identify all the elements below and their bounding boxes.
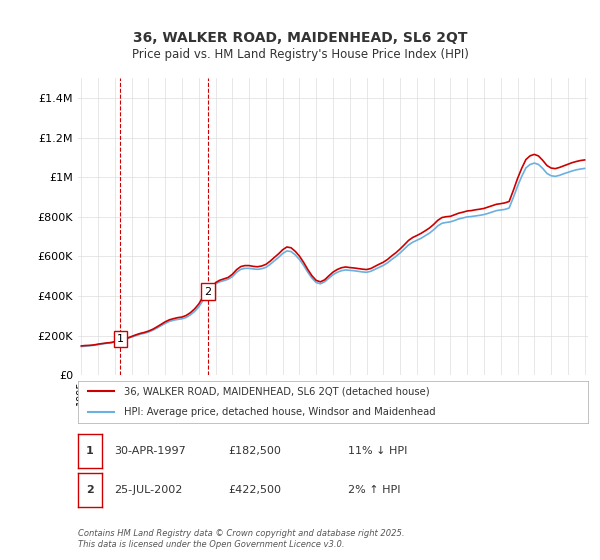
Text: Contains HM Land Registry data © Crown copyright and database right 2025.
This d: Contains HM Land Registry data © Crown c… [78, 529, 404, 549]
Text: Price paid vs. HM Land Registry's House Price Index (HPI): Price paid vs. HM Land Registry's House … [131, 48, 469, 60]
Text: 30-APR-1997: 30-APR-1997 [114, 446, 186, 456]
Text: 11% ↓ HPI: 11% ↓ HPI [348, 446, 407, 456]
Text: £422,500: £422,500 [228, 485, 281, 495]
Text: 36, WALKER ROAD, MAIDENHEAD, SL6 2QT: 36, WALKER ROAD, MAIDENHEAD, SL6 2QT [133, 31, 467, 45]
Text: 25-JUL-2002: 25-JUL-2002 [114, 485, 182, 495]
Text: 2: 2 [86, 485, 94, 495]
Text: 2% ↑ HPI: 2% ↑ HPI [348, 485, 401, 495]
Text: 1: 1 [117, 334, 124, 344]
Text: 36, WALKER ROAD, MAIDENHEAD, SL6 2QT (detached house): 36, WALKER ROAD, MAIDENHEAD, SL6 2QT (de… [124, 386, 430, 396]
Text: 2: 2 [205, 287, 212, 297]
Text: HPI: Average price, detached house, Windsor and Maidenhead: HPI: Average price, detached house, Wind… [124, 407, 436, 417]
Text: £182,500: £182,500 [228, 446, 281, 456]
Text: 1: 1 [86, 446, 94, 456]
